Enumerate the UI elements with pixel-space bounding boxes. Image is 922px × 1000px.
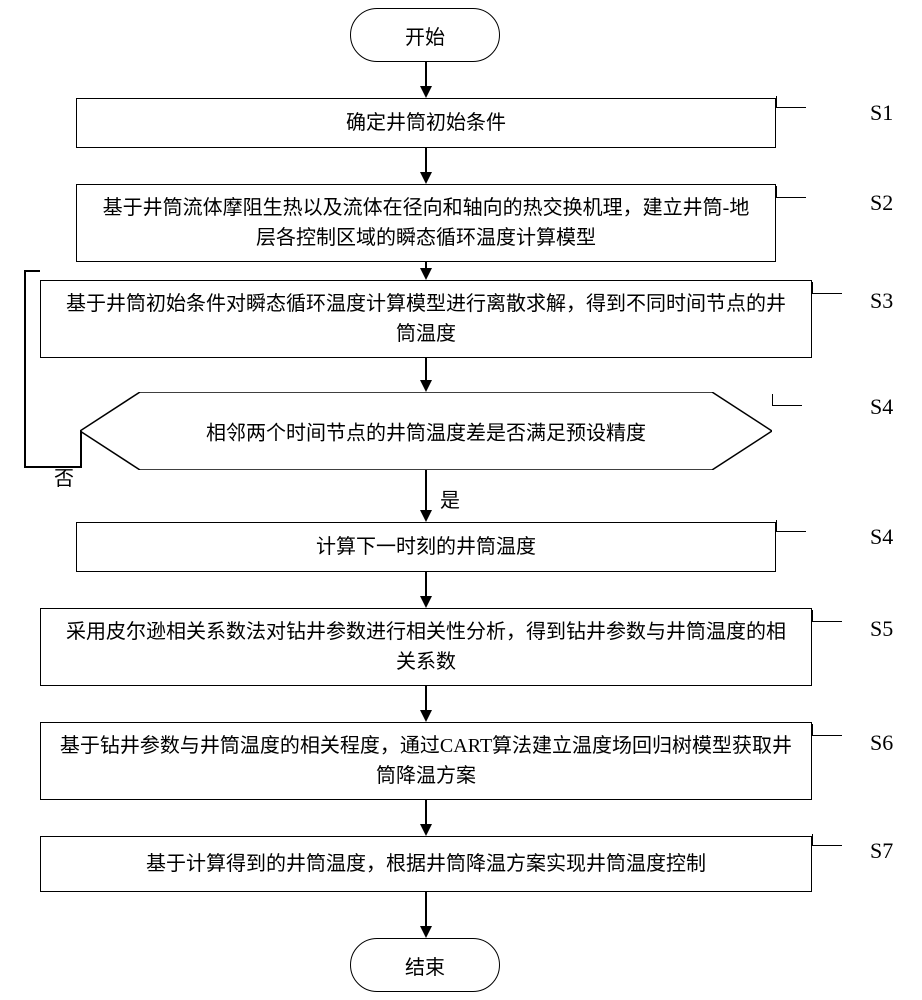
- feedback-line: [24, 270, 40, 272]
- terminal-start: 开始: [350, 8, 500, 62]
- arrow-line: [425, 358, 427, 382]
- step-label: S1: [870, 100, 893, 126]
- process-step: 采用皮尔逊相关系数法对钻井参数进行相关性分析，得到钻井参数与井筒温度的相关系数: [40, 608, 812, 686]
- terminal-start-text: 开始: [405, 21, 445, 50]
- terminal-end-text: 结束: [405, 951, 445, 980]
- process-text: 计算下一时刻的井筒温度: [316, 532, 536, 562]
- step-label: S7: [870, 838, 893, 864]
- step-tick-decision: [772, 394, 802, 406]
- process-text: 基于计算得到的井筒温度，根据井筒降温方案实现井筒温度控制: [146, 849, 706, 879]
- feedback-line: [80, 431, 82, 466]
- flowchart-container: 开始 确定井筒初始条件 S1 基于井筒流体摩阻生热以及流体在径向和轴向的热交换机理，…: [0, 0, 922, 1000]
- process-step: 基于井筒初始条件对瞬态循环温度计算模型进行离散求解，得到不同时间节点的井筒温度: [40, 280, 812, 358]
- process-text: 采用皮尔逊相关系数法对钻井参数进行相关性分析，得到钻井参数与井筒温度的相关系数: [57, 617, 795, 677]
- arrow-head-icon: [420, 710, 432, 722]
- step-tick: [812, 610, 842, 622]
- arrow-head-icon: [420, 380, 432, 392]
- process-text: 基于井筒初始条件对瞬态循环温度计算模型进行离散求解，得到不同时间节点的井筒温度: [57, 289, 795, 349]
- process-text: 基于钻井参数与井筒温度的相关程度，通过CART算法建立温度场回归树模型获取井筒降…: [57, 731, 795, 791]
- terminal-end: 结束: [350, 938, 500, 992]
- step-tick: [812, 834, 842, 846]
- arrow-head-icon: [420, 926, 432, 938]
- arrow-line: [425, 470, 427, 512]
- arrow-line: [425, 892, 427, 928]
- arrow-head-icon: [420, 172, 432, 184]
- process-step: 基于井筒流体摩阻生热以及流体在径向和轴向的热交换机理，建立井筒-地层各控制区域的…: [76, 184, 776, 262]
- arrow-head-icon: [420, 86, 432, 98]
- process-text: 确定井筒初始条件: [346, 108, 506, 138]
- step-tick: [812, 724, 842, 736]
- arrow-line: [425, 148, 427, 174]
- arrow-line: [425, 686, 427, 712]
- process-step: 基于计算得到的井筒温度，根据井筒降温方案实现井筒温度控制: [40, 836, 812, 892]
- step-label: S3: [870, 288, 893, 314]
- branch-label-yes: 是: [440, 484, 460, 513]
- process-step: 基于钻井参数与井筒温度的相关程度，通过CART算法建立温度场回归树模型获取井筒降…: [40, 722, 812, 800]
- decision-text: 相邻两个时间节点的井筒温度差是否满足预设精度: [206, 417, 646, 446]
- arrow-line: [425, 800, 427, 826]
- step-label: S5: [870, 616, 893, 642]
- decision-node: 相邻两个时间节点的井筒温度差是否满足预设精度: [80, 392, 772, 470]
- process-step: 确定井筒初始条件: [76, 98, 776, 148]
- step-label-decision: S4: [870, 394, 893, 420]
- feedback-line: [24, 466, 82, 468]
- step-label: S2: [870, 190, 893, 216]
- step-tick: [776, 186, 806, 198]
- arrow-head-icon: [420, 510, 432, 522]
- step-tick: [776, 520, 806, 532]
- process-text: 基于井筒流体摩阻生热以及流体在径向和轴向的热交换机理，建立井筒-地层各控制区域的…: [93, 193, 759, 253]
- step-label: S6: [870, 730, 893, 756]
- step-tick: [812, 282, 842, 294]
- step-label: S4: [870, 524, 893, 550]
- arrow-head-icon: [420, 268, 432, 280]
- arrow-head-icon: [420, 596, 432, 608]
- process-step: 计算下一时刻的井筒温度: [76, 522, 776, 572]
- step-tick: [776, 96, 806, 108]
- arrow-line: [425, 572, 427, 598]
- arrow-line: [425, 62, 427, 88]
- arrow-head-icon: [420, 824, 432, 836]
- feedback-line: [24, 270, 26, 468]
